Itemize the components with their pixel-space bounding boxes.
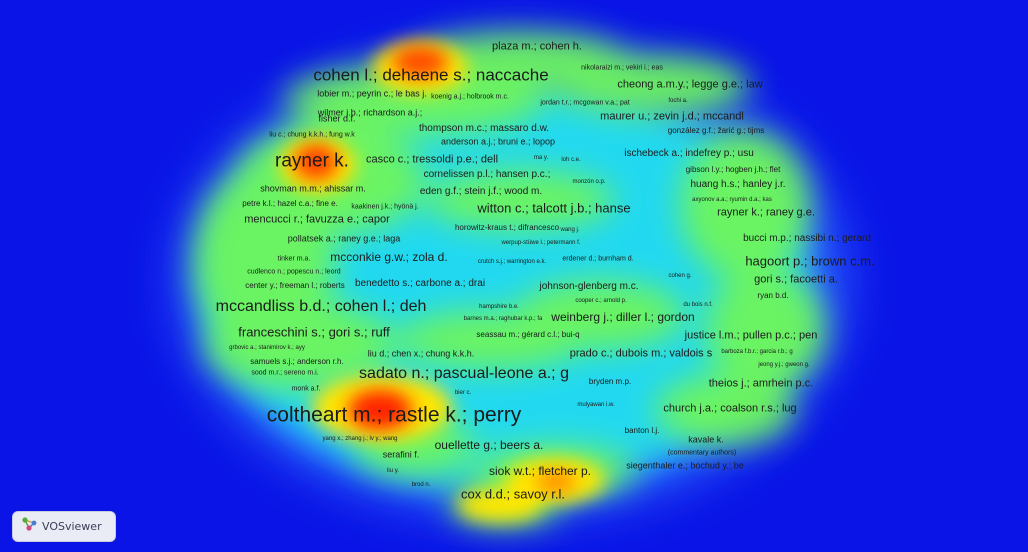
node-label[interactable]: bucci m.p.; nassibi n.; gerard	[743, 233, 871, 244]
node-label[interactable]: jeong y.j.; gweon g.	[758, 362, 810, 368]
node-label[interactable]: serafini f.	[382, 449, 420, 460]
node-label[interactable]: samuels s.j.; anderson r.h.	[250, 357, 344, 366]
node-label[interactable]: johnson-glenberg m.c.	[539, 281, 639, 292]
node-label[interactable]: sadato n.; pascual-leone a.; g	[359, 365, 569, 382]
node-label[interactable]: rayner k.	[275, 150, 349, 172]
node-label[interactable]: witton c.; talcott j.b.; hanse	[477, 200, 631, 216]
red-peaks	[294, 46, 576, 493]
node-label[interactable]: siok w.t.; fletcher p.	[488, 464, 592, 478]
vosviewer-logo-icon	[21, 516, 37, 537]
node-label[interactable]: shovman m.m.; ahissar m.	[260, 183, 366, 194]
node-label[interactable]: barboza f.b.r.; garcia r.b.; g	[721, 349, 793, 355]
node-label[interactable]: plaza m.; cohen h.	[492, 40, 582, 53]
node-label[interactable]: liu y.	[387, 468, 399, 474]
node-label[interactable]: monzón o.p.	[572, 179, 606, 185]
node-label[interactable]: rayner k.; raney g.e.	[717, 206, 815, 219]
node-label[interactable]: prado c.; dubois m.; valdois s	[569, 347, 713, 360]
node-label[interactable]: kaakinen j.k.; hyönä j.	[351, 203, 419, 211]
node-label[interactable]: justice l.m.; pullen p.c.; pen	[684, 329, 818, 342]
node-label[interactable]: franceschini s.; gori s.; ruff	[238, 324, 390, 340]
node-label[interactable]: cohen l.; dehaene s.; naccache	[313, 65, 549, 85]
node-label[interactable]: koenig a.j.; holbrook m.c.	[431, 93, 509, 101]
vosviewer-badge-label: VOSviewer	[42, 520, 102, 533]
node-label[interactable]: sood m.r.; sereno m.i.	[251, 369, 319, 377]
node-label[interactable]: cheong a.m.y.; legge g.e.; law	[617, 78, 763, 91]
node-label[interactable]: cooper c.; arnold p.	[575, 298, 627, 304]
node-label[interactable]: mcconkie g.w.; zola d.	[330, 250, 448, 264]
node-label[interactable]: thompson m.c.; massaro d.w.	[418, 123, 550, 134]
node-label[interactable]: bryden m.p.	[588, 377, 632, 386]
node-label[interactable]: church j.a.; coalson r.s.; lug	[663, 402, 797, 415]
node-label[interactable]: lobier m.; peyrin c.; le bas j.	[317, 88, 427, 99]
node-label[interactable]: werpup-stüwe l.; petermann f.	[501, 240, 581, 246]
node-label[interactable]: grbovic a.; stanimirov k.; ayy	[229, 345, 305, 351]
node-label[interactable]: barnes m.a.; raghubar k.p.; fa	[463, 316, 543, 322]
node-label[interactable]: nikolaraizi m.; vekiri i.; eas	[581, 64, 663, 72]
node-label[interactable]: horowitz-kraus t.; difrancesco	[454, 223, 560, 232]
node-label[interactable]: fisher d.f.	[318, 113, 356, 124]
node-label[interactable]: jordan t.r.; mcgowan v.a.; pat	[540, 99, 630, 107]
node-label[interactable]: loh c.e.	[561, 157, 581, 163]
node-label[interactable]: wang j.	[560, 227, 580, 233]
node-label[interactable]: seassau m.; gérard c.l.; bui-q	[476, 330, 580, 339]
node-label[interactable]: huang h.s.; hanley j.r.	[690, 179, 786, 190]
node-label[interactable]: gonzález g.f.; žarić g.; tijms	[667, 126, 765, 135]
node-label[interactable]: eden g.f.; stein j.f.; wood m.	[419, 186, 543, 197]
node-label[interactable]: coltheart m.; rastle k.; perry	[266, 403, 522, 427]
node-label[interactable]: gibson l.y.; hogben j.h.; flet	[685, 165, 781, 174]
node-label[interactable]: monk a.f.	[291, 385, 321, 393]
node-label[interactable]: maurer u.; zevin j.d.; mccandl	[600, 110, 744, 123]
node-label[interactable]: siegenthaler e.; bochud y.; be	[626, 460, 744, 471]
node-label[interactable]: ryan b.d.	[757, 291, 789, 300]
node-label[interactable]: gori s.; facoetti a.	[754, 273, 838, 286]
node-label[interactable]: hampshire b.e.	[479, 304, 519, 310]
node-label[interactable]: axyonov a.a.; ryumin d.a.; kas	[692, 197, 772, 203]
node-label[interactable]: banton l.j.	[624, 426, 660, 435]
node-label[interactable]: benedetto s.; carbone a.; drai	[354, 278, 486, 289]
node-label[interactable]: mulyawan i.w.	[577, 402, 615, 408]
node-label[interactable]: anderson a.j.; bruni e.; lopop	[440, 136, 556, 147]
node-label[interactable]: mccandliss b.d.; cohen l.; deh	[215, 298, 427, 315]
node-label[interactable]: cudlenco n.; popescu n.; leord	[247, 268, 341, 276]
node-label[interactable]: center y.; freeman l.; roberts	[245, 281, 345, 290]
node-label[interactable]: brod n.	[411, 482, 431, 488]
node-label[interactable]: ischebeck a.; indefrey p.; usu	[624, 148, 754, 159]
node-label[interactable]: pollatsek a.; raney g.e.; laga	[287, 233, 401, 244]
node-label[interactable]: erdener d.; burnham d.	[562, 255, 634, 263]
node-label[interactable]: kavale k.	[688, 434, 724, 445]
node-label[interactable]: cornelissen p.l.; hansen p.c.;	[423, 169, 551, 180]
node-label[interactable]: liu d.; chen x.; chung k.k.h.	[367, 348, 475, 359]
green-ring	[195, 32, 825, 525]
node-label[interactable]: cox d.d.; savoy r.l.	[460, 486, 566, 502]
node-label[interactable]: casco c.; tressoldi p.e.; dell	[365, 153, 499, 166]
node-label[interactable]: cohen g.	[668, 273, 692, 279]
node-label[interactable]: hagoort p.; brown c.m.	[745, 253, 875, 269]
vosviewer-badge[interactable]: VOSviewer	[12, 511, 116, 542]
node-label[interactable]: weinberg j.; diller l.; gordon	[551, 310, 695, 324]
node-label[interactable]: du bois n.f.	[683, 302, 713, 308]
node-label[interactable]: crutch s.j.; warrington e.k.	[477, 259, 547, 265]
node-label[interactable]: (commentary authors)	[667, 449, 737, 457]
node-label[interactable]: ma y.	[533, 155, 549, 161]
node-label[interactable]: tinker m.a.	[277, 255, 311, 263]
node-label[interactable]: liu c.; chung k.k.h.; fung w.k	[269, 131, 355, 139]
node-label[interactable]: bier c.	[454, 390, 472, 396]
node-label[interactable]: mencucci r.; favuzza e.; capor	[244, 213, 390, 226]
node-label[interactable]: ouellette g.; beers a.	[434, 438, 544, 452]
node-label[interactable]: wilmer j.b.; richardson a.j.;	[317, 107, 423, 118]
node-label[interactable]: theios j.; amrhein p.c.	[708, 377, 814, 390]
node-label[interactable]: fochi a.	[668, 98, 688, 104]
node-label[interactable]: petre k.l.; hazel c.a.; fine e.	[242, 199, 338, 208]
node-label[interactable]: yang x.; zhang j.; lv y.; wang	[322, 436, 398, 442]
